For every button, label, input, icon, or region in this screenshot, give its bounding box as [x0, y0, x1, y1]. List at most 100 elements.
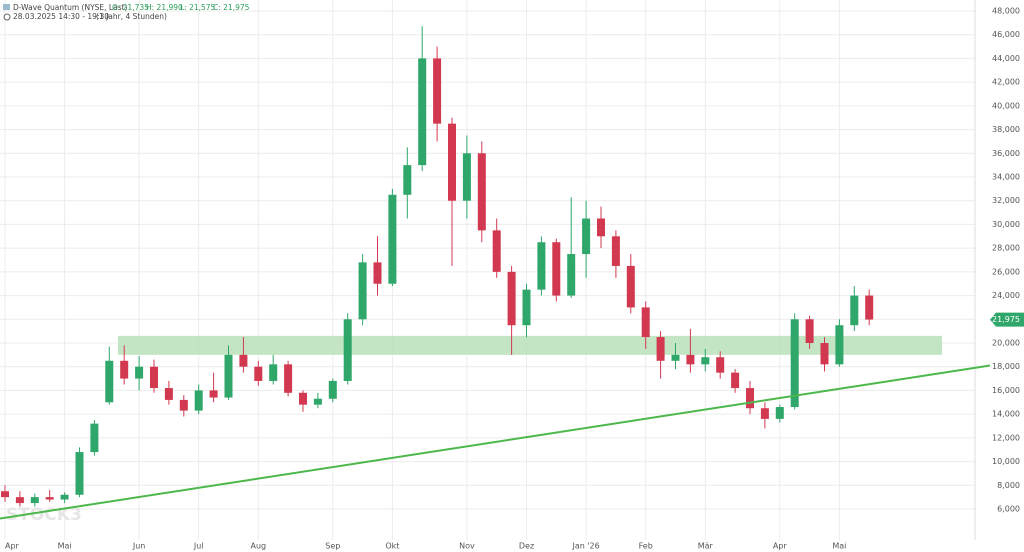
- last-price-label: 21,975: [992, 315, 1020, 324]
- candle-body: [611, 236, 620, 266]
- candle-body: [179, 399, 188, 411]
- candle-body: [15, 497, 24, 504]
- candle-body: [358, 262, 367, 320]
- y-tick-label: 14,000: [992, 410, 1020, 419]
- x-tick-label: Apr: [773, 542, 788, 551]
- y-tick-label: 16,000: [992, 386, 1020, 395]
- x-tick-label: Sep: [325, 542, 340, 551]
- grid: [0, 0, 975, 540]
- candle-body: [45, 497, 54, 500]
- y-tick-label: 18,000: [992, 362, 1020, 371]
- header-open: O: 21,735: [112, 3, 149, 12]
- y-tick-label: 32,000: [992, 196, 1020, 205]
- candle-body: [790, 319, 799, 408]
- candle-body: [552, 242, 561, 296]
- candle-body: [343, 319, 352, 381]
- x-tick-label: Okt: [385, 542, 399, 551]
- candle-body: [60, 494, 69, 500]
- candle-body: [284, 364, 293, 393]
- candle-body: [731, 372, 740, 389]
- candle-body: [373, 262, 382, 284]
- candle-body: [597, 218, 605, 237]
- y-tick-label: 28,000: [992, 244, 1020, 253]
- candle-body: [582, 218, 591, 255]
- candle-body: [507, 271, 516, 326]
- candle-body: [388, 194, 397, 284]
- candle-body: [328, 380, 337, 399]
- header-period: 28.03.2025 14:30 - 19:30: [13, 12, 109, 21]
- x-tick-label: Nov: [459, 542, 475, 551]
- x-tick-label: Aug: [250, 542, 266, 551]
- y-tick-label: 20,000: [992, 339, 1020, 348]
- candle-body: [626, 265, 635, 308]
- candle-body: [1, 491, 9, 498]
- candle-body: [448, 123, 456, 201]
- candle-body: [746, 388, 754, 409]
- header: D-Wave Quantum (NYSE, Last) O: 21,735 H:…: [3, 3, 250, 21]
- candle-body: [462, 153, 471, 201]
- candle-body: [120, 360, 129, 379]
- y-tick-label: 34,000: [992, 173, 1020, 182]
- x-tick-label: Feb: [639, 542, 653, 551]
- y-tick-label: 10,000: [992, 457, 1020, 466]
- header-low: L: 21,575: [180, 3, 216, 12]
- icon: [3, 4, 10, 10]
- candle-body: [492, 230, 501, 272]
- candle-body: [30, 497, 39, 504]
- x-tick-label: Jan '26: [571, 542, 599, 551]
- candle-body: [775, 407, 784, 419]
- candle-body: [75, 452, 84, 495]
- candle-body: [567, 254, 576, 296]
- x-tick-label: Jul: [193, 542, 204, 551]
- candle-body: [537, 242, 546, 290]
- y-tick-label: 46,000: [992, 30, 1020, 39]
- x-tick-label: Mär: [698, 542, 714, 551]
- candle-body: [299, 392, 307, 405]
- x-tick-label: Jun: [132, 542, 146, 551]
- candle-body: [150, 366, 158, 389]
- candle-body: [835, 325, 844, 365]
- header-interval: (1 Jahr, 4 Stunden): [96, 12, 167, 21]
- trendline: [0, 364, 991, 520]
- candle-body: [164, 388, 173, 400]
- y-tick-label: 42,000: [992, 78, 1020, 87]
- candle-body: [209, 390, 218, 398]
- y-tick-label: 44,000: [992, 54, 1020, 63]
- header-close: C: 21,975: [213, 3, 250, 12]
- x-tick-label: Apr: [5, 542, 20, 551]
- support-zone: [118, 335, 942, 355]
- candle-body: [105, 360, 114, 403]
- y-tick-label: 6,000: [997, 505, 1020, 514]
- candle-body: [641, 307, 650, 338]
- y-tick-label: 40,000: [992, 101, 1020, 110]
- candle-body: [224, 354, 233, 398]
- candle-body: [671, 354, 680, 361]
- header-high: H: 21,990: [146, 3, 183, 12]
- y-tick-label: 38,000: [992, 125, 1020, 134]
- x-tick-label: Mai: [832, 542, 846, 551]
- header-title: D-Wave Quantum (NYSE, Last): [13, 3, 128, 12]
- x-tick-label: Mai: [58, 542, 72, 551]
- candle-body: [90, 423, 99, 453]
- y-tick-label: 8,000: [997, 481, 1020, 490]
- candle-body: [135, 366, 144, 379]
- x-tick-label: Dez: [519, 542, 534, 551]
- y-tick-label: 26,000: [992, 267, 1020, 276]
- last-price-tag: [990, 312, 1024, 327]
- candle-body: [656, 337, 665, 361]
- candle-body: [254, 366, 263, 381]
- y-tick-label: 12,000: [992, 433, 1020, 442]
- candle-body: [760, 408, 769, 419]
- candle-body: [522, 289, 531, 326]
- candle-body: [313, 398, 322, 405]
- candle-body: [194, 390, 203, 411]
- candle-body: [865, 295, 874, 320]
- candle-body: [477, 153, 486, 231]
- y-tick-label: 30,000: [992, 220, 1020, 229]
- candle-body: [716, 357, 725, 373]
- candle-body: [239, 354, 248, 367]
- candle-body: [403, 165, 412, 195]
- candle-body: [433, 58, 442, 124]
- candle-body: [805, 319, 814, 343]
